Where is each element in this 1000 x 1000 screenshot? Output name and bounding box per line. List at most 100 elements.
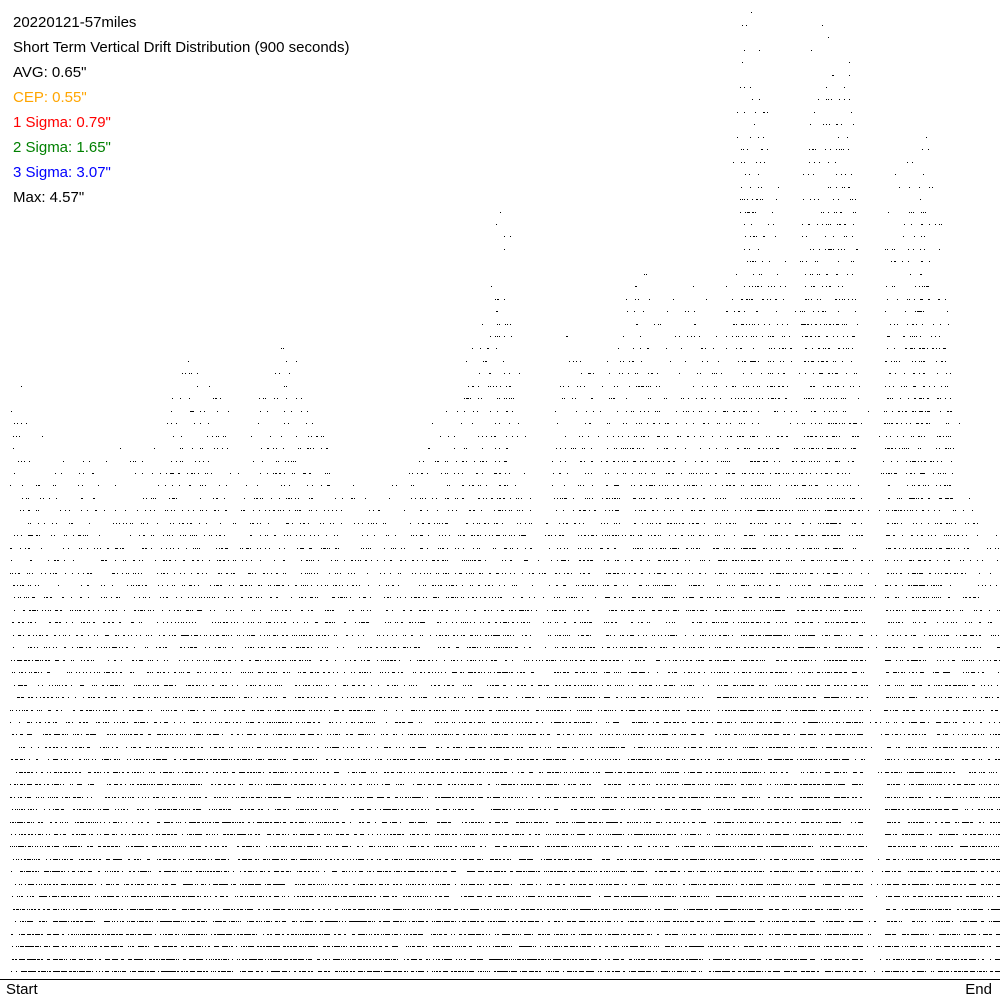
drift-dot	[681, 921, 682, 922]
drift-dot	[421, 921, 422, 922]
drift-dot	[44, 884, 45, 885]
drift-dot	[757, 959, 758, 960]
drift-dot	[150, 934, 151, 935]
drift-dot	[526, 909, 527, 910]
drift-dot	[549, 934, 550, 935]
drift-dot	[520, 946, 521, 947]
drift-dot	[754, 884, 755, 885]
drift-dot	[177, 971, 178, 972]
drift-dot	[430, 871, 431, 872]
drift-dot	[479, 896, 480, 897]
drift-dot	[107, 971, 108, 972]
drift-dot	[917, 934, 918, 935]
drift-dot	[725, 871, 726, 872]
drift-dot	[963, 909, 964, 910]
drift-dot	[274, 871, 275, 872]
drift-dot	[693, 871, 694, 872]
drift-dot	[724, 971, 725, 972]
drift-dot	[601, 934, 602, 935]
drift-dot	[416, 921, 417, 922]
drift-dot	[306, 959, 307, 960]
drift-dot	[834, 884, 835, 885]
drift-dot	[395, 909, 396, 910]
drift-dot	[983, 934, 984, 935]
drift-dot	[195, 884, 196, 885]
drift-dot	[244, 946, 245, 947]
drift-dot	[527, 934, 528, 935]
drift-dot	[812, 884, 813, 885]
drift-dot	[777, 946, 778, 947]
drift-dot	[814, 971, 815, 972]
drift-dot	[240, 871, 241, 872]
drift-dot	[938, 971, 939, 972]
drift-dot	[240, 921, 241, 922]
drift-dot	[843, 896, 844, 897]
drift-dot	[637, 871, 638, 872]
drift-dot	[928, 871, 929, 872]
drift-dot	[87, 921, 88, 922]
drift-dot	[926, 871, 927, 872]
drift-dot	[694, 934, 695, 935]
drift-dot	[665, 946, 666, 947]
drift-dot	[192, 934, 193, 935]
drift-dot	[668, 896, 669, 897]
drift-dot	[846, 971, 847, 972]
drift-dot	[167, 921, 168, 922]
drift-dot	[253, 946, 254, 947]
drift-dot	[814, 884, 815, 885]
drift-dot	[348, 909, 349, 910]
drift-dot	[264, 946, 265, 947]
drift-dot	[636, 946, 637, 947]
drift-dot	[411, 934, 412, 935]
drift-dot	[130, 946, 131, 947]
drift-dot	[108, 971, 109, 972]
drift-dot	[625, 896, 626, 897]
drift-dot	[888, 896, 889, 897]
drift-dot	[562, 909, 563, 910]
drift-dot	[741, 959, 742, 960]
drift-dot	[685, 946, 686, 947]
drift-dot	[921, 971, 922, 972]
drift-dot	[39, 909, 40, 910]
drift-dot	[577, 946, 578, 947]
drift-dot	[545, 934, 546, 935]
drift-dot	[311, 884, 312, 885]
drift-dot	[846, 934, 847, 935]
drift-dot	[138, 871, 139, 872]
drift-dot	[921, 921, 922, 922]
drift-dot	[588, 909, 589, 910]
drift-dot	[949, 946, 950, 947]
drift-dot	[763, 871, 764, 872]
drift-dot	[941, 896, 942, 897]
drift-dot	[371, 934, 372, 935]
drift-dot	[529, 921, 530, 922]
drift-dot	[701, 896, 702, 897]
drift-dot	[861, 946, 862, 947]
drift-dot	[111, 909, 112, 910]
drift-dot	[273, 884, 274, 885]
drift-dot	[962, 971, 963, 972]
drift-dot	[618, 871, 619, 872]
drift-dot	[526, 871, 527, 872]
drift-dot	[108, 896, 109, 897]
drift-dot	[219, 971, 220, 972]
drift-dot	[531, 909, 532, 910]
drift-dot	[419, 909, 420, 910]
drift-dot	[168, 959, 169, 960]
drift-dot	[997, 896, 998, 897]
drift-dot	[716, 884, 717, 885]
drift-dot	[674, 921, 675, 922]
drift-dot	[333, 871, 334, 872]
drift-dot	[225, 871, 226, 872]
drift-dot	[498, 934, 499, 935]
drift-dot	[671, 871, 672, 872]
drift-dot	[173, 871, 174, 872]
drift-dot	[358, 884, 359, 885]
drift-dot	[261, 946, 262, 947]
drift-dot	[908, 896, 909, 897]
drift-dot	[524, 971, 525, 972]
drift-dot	[658, 934, 659, 935]
drift-dot	[793, 971, 794, 972]
drift-dot	[511, 971, 512, 972]
drift-dot	[574, 871, 575, 872]
